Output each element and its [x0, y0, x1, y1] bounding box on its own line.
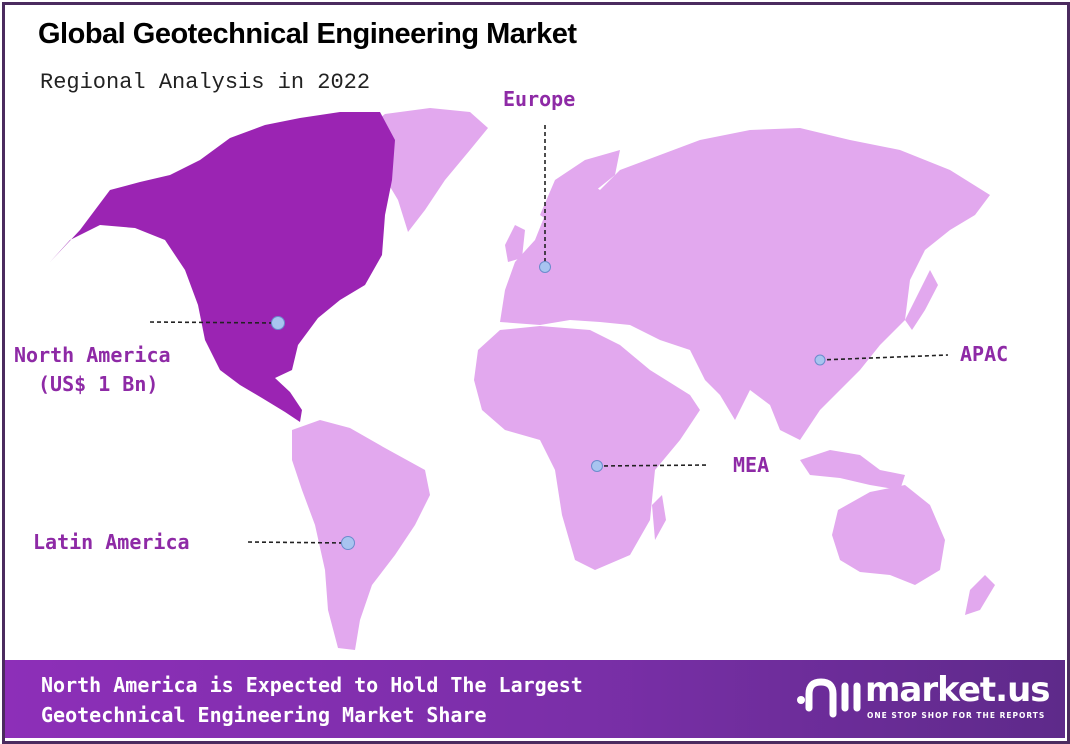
latin-america-label: Latin America — [33, 530, 190, 554]
apac-label: APAC — [960, 342, 1009, 366]
footer-statement: North America is Expected to Hold The La… — [41, 670, 583, 730]
apac-leader-line — [819, 354, 949, 361]
uk-ireland — [505, 225, 525, 262]
logo-wordmark: market.us — [865, 670, 1051, 710]
mea-marker — [591, 460, 603, 472]
footer-line-1: North America is Expected to Hold The La… — [41, 673, 583, 697]
north-america-leader-line — [149, 321, 279, 324]
north-america-name: North America — [14, 343, 171, 367]
europe-label: Europe — [503, 87, 576, 111]
africa-region — [474, 326, 700, 570]
page-title: Global Geotechnical Engineering Market — [38, 18, 577, 50]
madagascar — [652, 495, 666, 540]
australia-region — [832, 485, 945, 585]
southeast-asia-islands — [800, 450, 905, 490]
south-america-region — [292, 420, 430, 650]
footer-banner: North America is Expected to Hold The La… — [5, 660, 1065, 738]
market-us-logo: market.us ONE STOP SHOP FOR THE REPORTS — [795, 670, 1051, 724]
logo-tagline: ONE STOP SHOP FOR THE REPORTS — [867, 711, 1046, 720]
latin-america-leader-line — [247, 541, 349, 544]
apac-marker — [814, 354, 826, 366]
latin-america-marker — [341, 536, 355, 550]
scandinavia — [540, 150, 620, 225]
mea-label: MEA — [733, 453, 770, 477]
mea-leader-line — [596, 464, 709, 467]
japan — [905, 270, 938, 330]
new-zealand — [965, 575, 995, 615]
north-america-marker — [271, 316, 285, 330]
eurasia-region — [500, 128, 990, 440]
europe-marker — [539, 261, 551, 273]
footer-line-2: Geotechnical Engineering Market Share — [41, 703, 487, 727]
north-america-value: (US$ 1 Bn) — [38, 372, 159, 396]
page-subtitle: Regional Analysis in 2022 — [40, 70, 371, 95]
north-america-label: North America (US$ 1 Bn) — [14, 341, 171, 399]
north-america-region — [50, 112, 395, 422]
market-us-logo-icon — [797, 678, 861, 718]
